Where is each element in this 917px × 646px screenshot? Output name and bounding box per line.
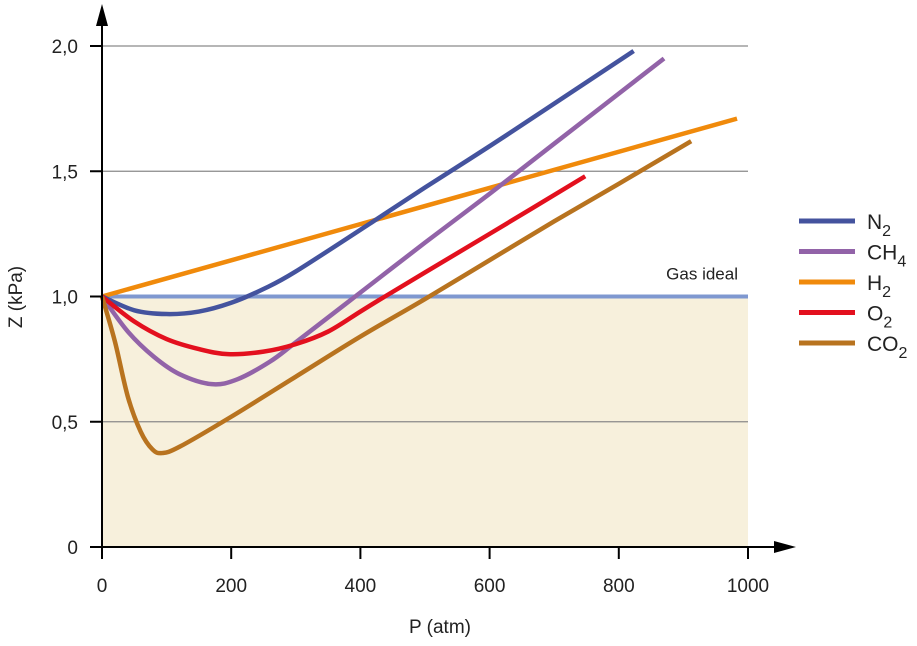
ideal-gas-label: Gas ideal bbox=[666, 265, 738, 284]
legend-label: O2 bbox=[867, 303, 892, 332]
x-tick-label: 600 bbox=[474, 576, 506, 597]
x-tick-label: 200 bbox=[215, 576, 247, 597]
y-tick-label: 0,5 bbox=[52, 413, 78, 434]
y-axis-label: Z (kPa) bbox=[6, 266, 27, 328]
x-axis-arrow-icon bbox=[774, 541, 796, 553]
y-axis-arrow-icon bbox=[96, 4, 108, 26]
series-line-o2 bbox=[100, 174, 587, 357]
y-tick-label: 1,5 bbox=[52, 162, 78, 183]
legend-label: N2 bbox=[867, 211, 891, 240]
series-line-co2 bbox=[99, 139, 693, 456]
legend-label: CO2 bbox=[867, 333, 908, 362]
series-group bbox=[99, 49, 738, 456]
y-tick-label: 0 bbox=[67, 538, 78, 559]
ticks: 0 200 400 600 800 1000 0 0,5 1,0 1,5 2,0 bbox=[52, 37, 770, 597]
series-line-n2 bbox=[101, 49, 635, 317]
x-tick-label: 800 bbox=[603, 576, 635, 597]
series-line-h2 bbox=[101, 116, 738, 299]
x-tick-label: 400 bbox=[345, 576, 377, 597]
series-line-ch4 bbox=[100, 56, 666, 387]
legend-label: CH4 bbox=[867, 242, 906, 271]
x-tick-label: 0 bbox=[97, 576, 108, 597]
x-tick-label: 1000 bbox=[727, 576, 769, 597]
y-tick-label: 1,0 bbox=[52, 288, 78, 309]
axes bbox=[96, 4, 796, 553]
x-axis-label: P (atm) bbox=[409, 617, 471, 638]
legend-label: H2 bbox=[867, 272, 891, 301]
y-tick-label: 2,0 bbox=[52, 37, 78, 58]
